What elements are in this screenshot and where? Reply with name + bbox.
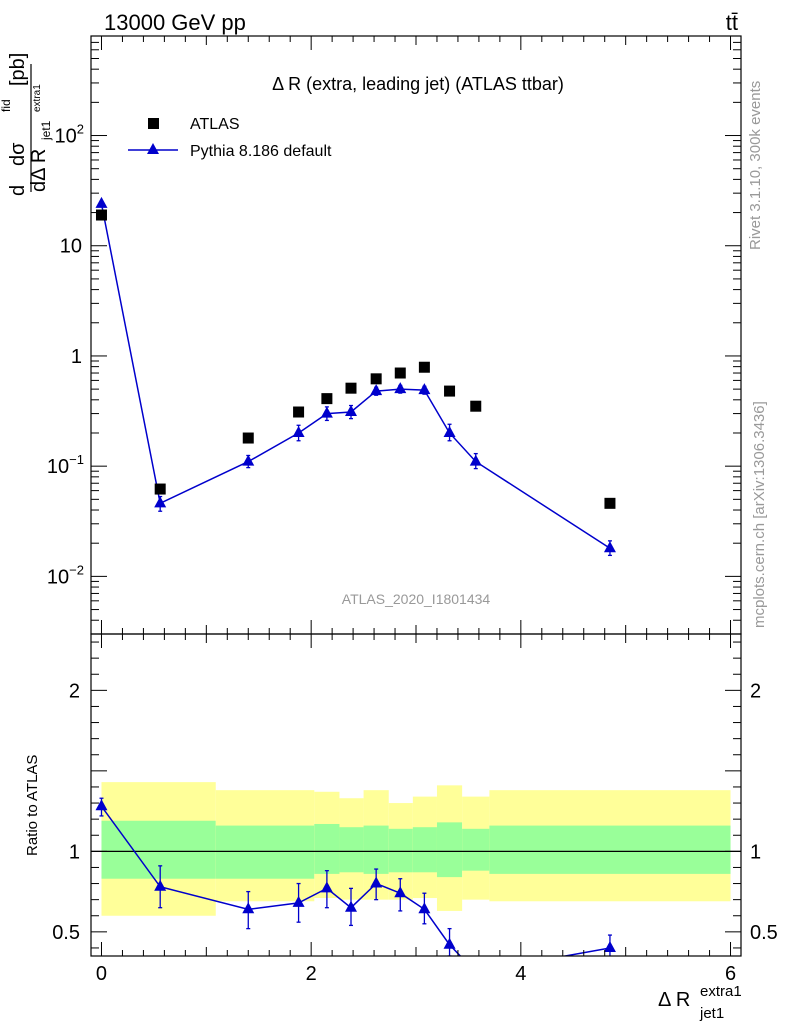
main-y-tick-label: 102 (55, 122, 84, 148)
legend: ATLAS Pythia 8.186 default (128, 116, 332, 160)
pythia-line (100, 203, 611, 549)
atlas-point (418, 361, 430, 373)
y-label-unit: [pb] (7, 53, 29, 86)
atlas-point (370, 373, 382, 385)
x-axis-label: Δ R extra1 jet1 (658, 983, 742, 1022)
pythia-point (469, 454, 482, 466)
main-y-tick-label: 1 (71, 346, 82, 368)
ratio-pythia-point (470, 965, 482, 976)
pythia-point (443, 425, 456, 437)
pythia-point (154, 496, 167, 508)
axes: 0 2 4 6 10−2 10−1 1 10 102 0.5 0.5 1 1 2 2 (47, 35, 778, 985)
ratio-pythia-point (242, 902, 255, 914)
process-label: tt̄ (726, 10, 738, 35)
y-label-fid: fid (0, 99, 13, 112)
ratio-plot-marks (95, 797, 616, 976)
pythia-point (292, 425, 305, 437)
rivet-label: Rivet 3.1.10, 300k events (747, 81, 764, 250)
ratio-pythia-point (95, 799, 108, 811)
pythia-point (394, 382, 407, 394)
band-inner-bin (215, 825, 315, 879)
ratio-y-tick-label-left: 2 (69, 680, 80, 702)
main-y-tick-label: 10−1 (47, 452, 84, 478)
pythia-point (95, 196, 108, 208)
x-tick-label: 4 (515, 963, 526, 985)
ratio-pythia-point (603, 940, 616, 952)
atlas-point (470, 400, 482, 412)
band-inner-bin (436, 822, 463, 878)
atlas-point (604, 497, 616, 509)
band-inner-bin (489, 825, 731, 874)
analysis-watermark: ATLAS_2020_I1801434 (342, 591, 491, 607)
atlas-point (345, 382, 357, 394)
mcplots-label: mcplots.cern.ch [arXiv:1306.3436] (751, 401, 768, 628)
energy-label: 13000 GeV pp (104, 10, 246, 35)
main-title: Δ R (extra, leading jet) (ATLAS ttbar) (272, 74, 564, 94)
y-label-jet1: jet1 (39, 120, 53, 141)
ratio-y-tick-label-right: 2 (750, 680, 761, 702)
ratio-pythia-point (370, 876, 383, 888)
ratio-pythia-point (292, 895, 305, 907)
y-label-dsigma: dσ (7, 142, 29, 166)
x-label-extra1: extra1 (700, 983, 742, 1000)
x-label-jet1: jet1 (699, 1005, 724, 1022)
main-plot-marks (95, 196, 616, 557)
legend-marker-atlas (148, 118, 159, 129)
y-label-ddeltar: dΔ R (28, 149, 50, 192)
atlas-point (321, 393, 333, 405)
ratio-y-tick-label-left: 0.5 (52, 922, 80, 944)
main-y-tick-label: 10 (60, 236, 82, 258)
x-tick-label: 0 (96, 963, 107, 985)
band-inner-bin (462, 828, 490, 871)
atlas-point (394, 367, 406, 379)
band-inner-bin (339, 827, 364, 873)
band-inner-bin (363, 825, 389, 874)
ratio-y-axis-label: Ratio to ATLAS (24, 755, 41, 856)
main-y-axis-label: d dσ fid dΔ R jet1 extra1 [pb] (0, 53, 53, 196)
ratio-y-tick-label-right: 1 (750, 841, 761, 863)
pythia-point (370, 384, 383, 396)
pythia-point (242, 454, 255, 466)
ratio-y-tick-label-right: 0.5 (750, 922, 778, 944)
pythia-point (418, 383, 431, 395)
atlas-point (95, 209, 107, 221)
main-frame (90, 35, 742, 635)
ratio-pythia-point (394, 886, 407, 898)
y-label-d: d (7, 185, 29, 196)
ratio-pythia-line (100, 805, 611, 956)
pythia-point (345, 405, 357, 417)
pythia-point (320, 406, 333, 418)
band-inner-bin (101, 820, 216, 879)
x-tick-label: 2 (306, 963, 317, 985)
atlas-point (242, 432, 254, 444)
band-inner-bin (412, 827, 437, 873)
ratio-pythia-point (154, 879, 167, 891)
ratio-pythia-point (443, 937, 456, 949)
legend-label-pythia: Pythia 8.186 default (190, 143, 332, 160)
legend-marker-pythia (147, 143, 159, 154)
band-inner-bin (314, 823, 340, 874)
legend-label-atlas: ATLAS (190, 116, 240, 133)
band-inner-bin (388, 828, 413, 873)
ratio-y-tick-label-left: 1 (69, 841, 80, 863)
y-label-extra1: extra1 (32, 84, 43, 112)
atlas-point (154, 483, 166, 495)
atlas-point (444, 385, 456, 397)
pythia-point (603, 541, 616, 553)
atlas-point (293, 406, 305, 418)
x-tick-label: 6 (725, 963, 736, 985)
main-y-tick-label: 10−2 (47, 562, 84, 588)
x-label-deltar: Δ R (658, 989, 690, 1011)
ratio-pythia-point (345, 900, 357, 912)
ratio-pythia-point (418, 902, 431, 914)
ratio-pythia-point (320, 881, 333, 893)
